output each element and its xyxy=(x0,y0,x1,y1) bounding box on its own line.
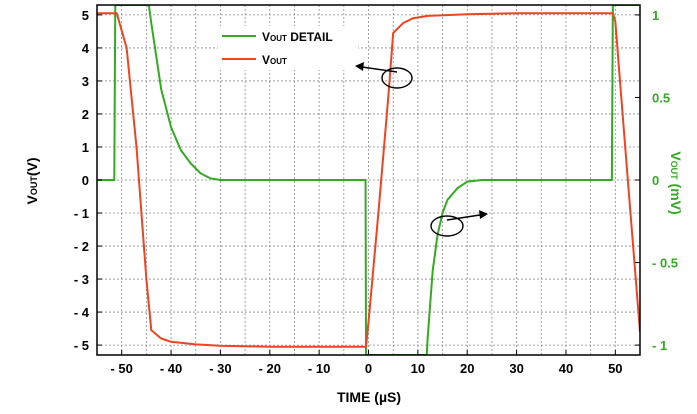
series-line-vout xyxy=(97,12,640,348)
x-tick-label: - 20 xyxy=(259,361,281,376)
x-tick-label: 40 xyxy=(559,361,573,376)
annotation-arrow-right xyxy=(446,214,481,221)
x-tick-label: 10 xyxy=(411,361,425,376)
legend-label-vout-detail: VOUT DETAIL xyxy=(262,30,333,44)
annotation-ellipse xyxy=(381,67,413,89)
legend-background xyxy=(218,26,358,70)
annotation-vout-left-axis xyxy=(355,62,413,89)
legend-label-vout: VOUT xyxy=(262,53,287,67)
y-right-tick-label: 0.5 xyxy=(652,90,670,105)
x-tick-label: 30 xyxy=(509,361,523,376)
y-left-tick-label: - 2 xyxy=(74,239,89,254)
y-left-axis-ticks: 5 4 3 2 1 0 - 1 - 2 - 3 - 4 - 5 xyxy=(74,8,102,353)
annotation-arrowhead-left xyxy=(355,62,364,71)
y-left-tick-label: 2 xyxy=(82,107,89,122)
annotation-vout-detail-right-axis xyxy=(430,210,488,237)
x-axis-title: TIME (µS) xyxy=(337,389,401,405)
x-tick-label: - 40 xyxy=(160,361,182,376)
x-tick-label: 0 xyxy=(365,361,372,376)
y-left-tick-label: 5 xyxy=(82,8,89,23)
y-right-tick-label: - 1 xyxy=(652,338,667,353)
y-left-tick-label: - 1 xyxy=(74,206,89,221)
y-right-tick-label: - 0.5 xyxy=(652,256,678,271)
x-tick-label: - 50 xyxy=(110,361,132,376)
y-right-axis-title: VOUT (mV) xyxy=(668,151,684,214)
x-axis-ticks: - 50 - 40 - 30 - 20 - 10 0 10 20 30 40 50 xyxy=(110,350,623,376)
annotation-ellipse xyxy=(430,215,464,237)
legend: VOUT DETAIL VOUT xyxy=(218,26,358,70)
y-left-tick-label: 4 xyxy=(82,41,90,56)
annotation-arrowhead-right xyxy=(479,210,488,219)
y-left-tick-label: - 3 xyxy=(74,272,89,287)
y-left-tick-label: - 4 xyxy=(74,305,90,320)
y-right-tick-label: 0 xyxy=(652,173,659,188)
y-left-tick-label: 1 xyxy=(82,140,89,155)
y-right-axis-ticks: 1 0.5 0 - 0.5 - 1 xyxy=(635,8,678,353)
series-layer xyxy=(97,5,640,355)
y-right-tick-label: 1 xyxy=(652,8,659,23)
x-tick-label: 50 xyxy=(608,361,622,376)
annotation-arrow-left xyxy=(361,66,398,73)
x-tick-label: 20 xyxy=(460,361,474,376)
y-left-axis-title: VOUT(V) xyxy=(24,157,40,204)
y-left-tick-label: 0 xyxy=(82,173,89,188)
y-left-tick-label: 3 xyxy=(82,74,89,89)
x-tick-label: - 30 xyxy=(209,361,231,376)
y-left-tick-label: - 5 xyxy=(74,338,89,353)
x-tick-label: - 10 xyxy=(308,361,330,376)
series-line-vout-detail xyxy=(97,5,640,355)
